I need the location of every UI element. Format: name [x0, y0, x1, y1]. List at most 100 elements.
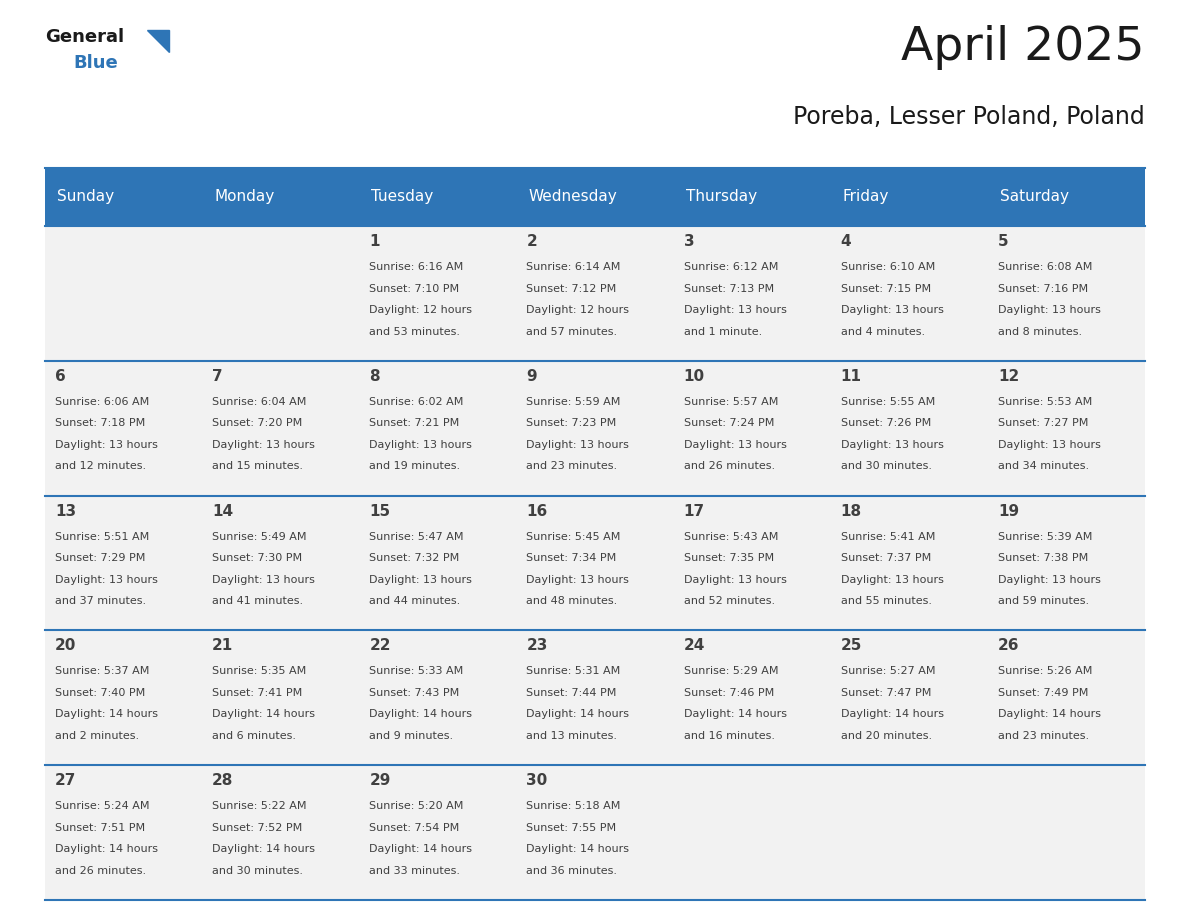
- Bar: [517, 361, 674, 496]
- Text: Daylight: 13 hours: Daylight: 13 hours: [55, 575, 158, 585]
- Text: and 4 minutes.: and 4 minutes.: [841, 327, 924, 337]
- Bar: [202, 496, 359, 631]
- Bar: [674, 226, 830, 361]
- Text: and 12 minutes.: and 12 minutes.: [55, 462, 146, 471]
- Text: and 55 minutes.: and 55 minutes.: [841, 596, 931, 606]
- Text: Friday: Friday: [842, 189, 889, 205]
- Text: and 30 minutes.: and 30 minutes.: [841, 462, 931, 471]
- Text: and 41 minutes.: and 41 minutes.: [213, 596, 303, 606]
- Text: 5: 5: [998, 234, 1009, 249]
- Bar: [359, 631, 517, 766]
- Text: Daylight: 13 hours: Daylight: 13 hours: [213, 440, 315, 450]
- Text: Daylight: 14 hours: Daylight: 14 hours: [526, 710, 630, 720]
- Bar: [359, 496, 517, 631]
- Text: Daylight: 14 hours: Daylight: 14 hours: [683, 710, 786, 720]
- Text: Sunrise: 5:35 AM: Sunrise: 5:35 AM: [213, 666, 307, 677]
- Text: 25: 25: [841, 638, 862, 654]
- Text: and 34 minutes.: and 34 minutes.: [998, 462, 1089, 471]
- Text: Sunset: 7:21 PM: Sunset: 7:21 PM: [369, 419, 460, 429]
- Text: Sunrise: 5:33 AM: Sunrise: 5:33 AM: [369, 666, 463, 677]
- Text: Daylight: 14 hours: Daylight: 14 hours: [55, 710, 158, 720]
- Bar: [674, 361, 830, 496]
- Text: Sunrise: 5:43 AM: Sunrise: 5:43 AM: [683, 532, 778, 542]
- Text: Sunset: 7:16 PM: Sunset: 7:16 PM: [998, 284, 1088, 294]
- Bar: [830, 496, 988, 631]
- Bar: [674, 168, 830, 226]
- Text: and 26 minutes.: and 26 minutes.: [683, 462, 775, 471]
- Bar: [674, 766, 830, 900]
- Bar: [359, 168, 517, 226]
- Text: and 16 minutes.: and 16 minutes.: [683, 731, 775, 741]
- Text: 19: 19: [998, 504, 1019, 519]
- Text: 29: 29: [369, 773, 391, 789]
- Bar: [45, 766, 202, 900]
- Text: 22: 22: [369, 638, 391, 654]
- Polygon shape: [147, 30, 169, 52]
- Text: Daylight: 14 hours: Daylight: 14 hours: [213, 845, 315, 855]
- Text: 7: 7: [213, 369, 223, 384]
- Text: 6: 6: [55, 369, 65, 384]
- Text: Sunrise: 5:22 AM: Sunrise: 5:22 AM: [213, 801, 307, 812]
- Text: Sunrise: 6:06 AM: Sunrise: 6:06 AM: [55, 397, 150, 407]
- Text: Daylight: 14 hours: Daylight: 14 hours: [55, 845, 158, 855]
- Text: and 20 minutes.: and 20 minutes.: [841, 731, 931, 741]
- Bar: [45, 361, 202, 496]
- Text: 13: 13: [55, 504, 76, 519]
- Bar: [202, 766, 359, 900]
- Text: Daylight: 13 hours: Daylight: 13 hours: [841, 305, 943, 315]
- Text: 14: 14: [213, 504, 233, 519]
- Text: Sunset: 7:51 PM: Sunset: 7:51 PM: [55, 823, 145, 833]
- Text: Sunrise: 6:08 AM: Sunrise: 6:08 AM: [998, 262, 1092, 272]
- Text: and 53 minutes.: and 53 minutes.: [369, 327, 460, 337]
- Text: Sunset: 7:49 PM: Sunset: 7:49 PM: [998, 688, 1088, 698]
- Bar: [988, 496, 1145, 631]
- Text: Daylight: 13 hours: Daylight: 13 hours: [526, 575, 630, 585]
- Bar: [359, 361, 517, 496]
- Text: Poreba, Lesser Poland, Poland: Poreba, Lesser Poland, Poland: [794, 105, 1145, 129]
- Text: Sunset: 7:47 PM: Sunset: 7:47 PM: [841, 688, 931, 698]
- Text: Sunset: 7:26 PM: Sunset: 7:26 PM: [841, 419, 931, 429]
- Text: Sunrise: 5:41 AM: Sunrise: 5:41 AM: [841, 532, 935, 542]
- Text: Sunrise: 5:26 AM: Sunrise: 5:26 AM: [998, 666, 1092, 677]
- Text: 30: 30: [526, 773, 548, 789]
- Bar: [830, 168, 988, 226]
- Bar: [674, 496, 830, 631]
- Text: Sunrise: 5:29 AM: Sunrise: 5:29 AM: [683, 666, 778, 677]
- Text: and 19 minutes.: and 19 minutes.: [369, 462, 461, 471]
- Bar: [988, 168, 1145, 226]
- Text: General: General: [45, 28, 124, 46]
- Bar: [359, 766, 517, 900]
- Text: Daylight: 13 hours: Daylight: 13 hours: [213, 575, 315, 585]
- Text: 23: 23: [526, 638, 548, 654]
- Text: Daylight: 13 hours: Daylight: 13 hours: [841, 440, 943, 450]
- Text: Sunrise: 5:24 AM: Sunrise: 5:24 AM: [55, 801, 150, 812]
- Text: Daylight: 14 hours: Daylight: 14 hours: [213, 710, 315, 720]
- Bar: [988, 766, 1145, 900]
- Text: Sunset: 7:29 PM: Sunset: 7:29 PM: [55, 554, 145, 563]
- Text: Sunrise: 5:20 AM: Sunrise: 5:20 AM: [369, 801, 463, 812]
- Text: Sunrise: 6:14 AM: Sunrise: 6:14 AM: [526, 262, 621, 272]
- Text: 28: 28: [213, 773, 234, 789]
- Text: Daylight: 13 hours: Daylight: 13 hours: [683, 305, 786, 315]
- Text: and 23 minutes.: and 23 minutes.: [526, 462, 618, 471]
- Text: 20: 20: [55, 638, 76, 654]
- Text: Sunrise: 5:45 AM: Sunrise: 5:45 AM: [526, 532, 621, 542]
- Text: Daylight: 13 hours: Daylight: 13 hours: [998, 440, 1101, 450]
- Text: and 8 minutes.: and 8 minutes.: [998, 327, 1082, 337]
- Text: Daylight: 14 hours: Daylight: 14 hours: [369, 845, 473, 855]
- Text: 18: 18: [841, 504, 861, 519]
- Text: Sunday: Sunday: [57, 189, 114, 205]
- Text: Sunrise: 6:10 AM: Sunrise: 6:10 AM: [841, 262, 935, 272]
- Text: 12: 12: [998, 369, 1019, 384]
- Text: Sunrise: 5:57 AM: Sunrise: 5:57 AM: [683, 397, 778, 407]
- Text: Daylight: 12 hours: Daylight: 12 hours: [369, 305, 473, 315]
- Bar: [517, 631, 674, 766]
- Text: and 6 minutes.: and 6 minutes.: [213, 731, 296, 741]
- Bar: [830, 361, 988, 496]
- Text: Sunset: 7:52 PM: Sunset: 7:52 PM: [213, 823, 303, 833]
- Text: 3: 3: [683, 234, 694, 249]
- Text: Sunset: 7:35 PM: Sunset: 7:35 PM: [683, 554, 773, 563]
- Text: and 37 minutes.: and 37 minutes.: [55, 596, 146, 606]
- Text: Wednesday: Wednesday: [529, 189, 618, 205]
- Text: 24: 24: [683, 638, 704, 654]
